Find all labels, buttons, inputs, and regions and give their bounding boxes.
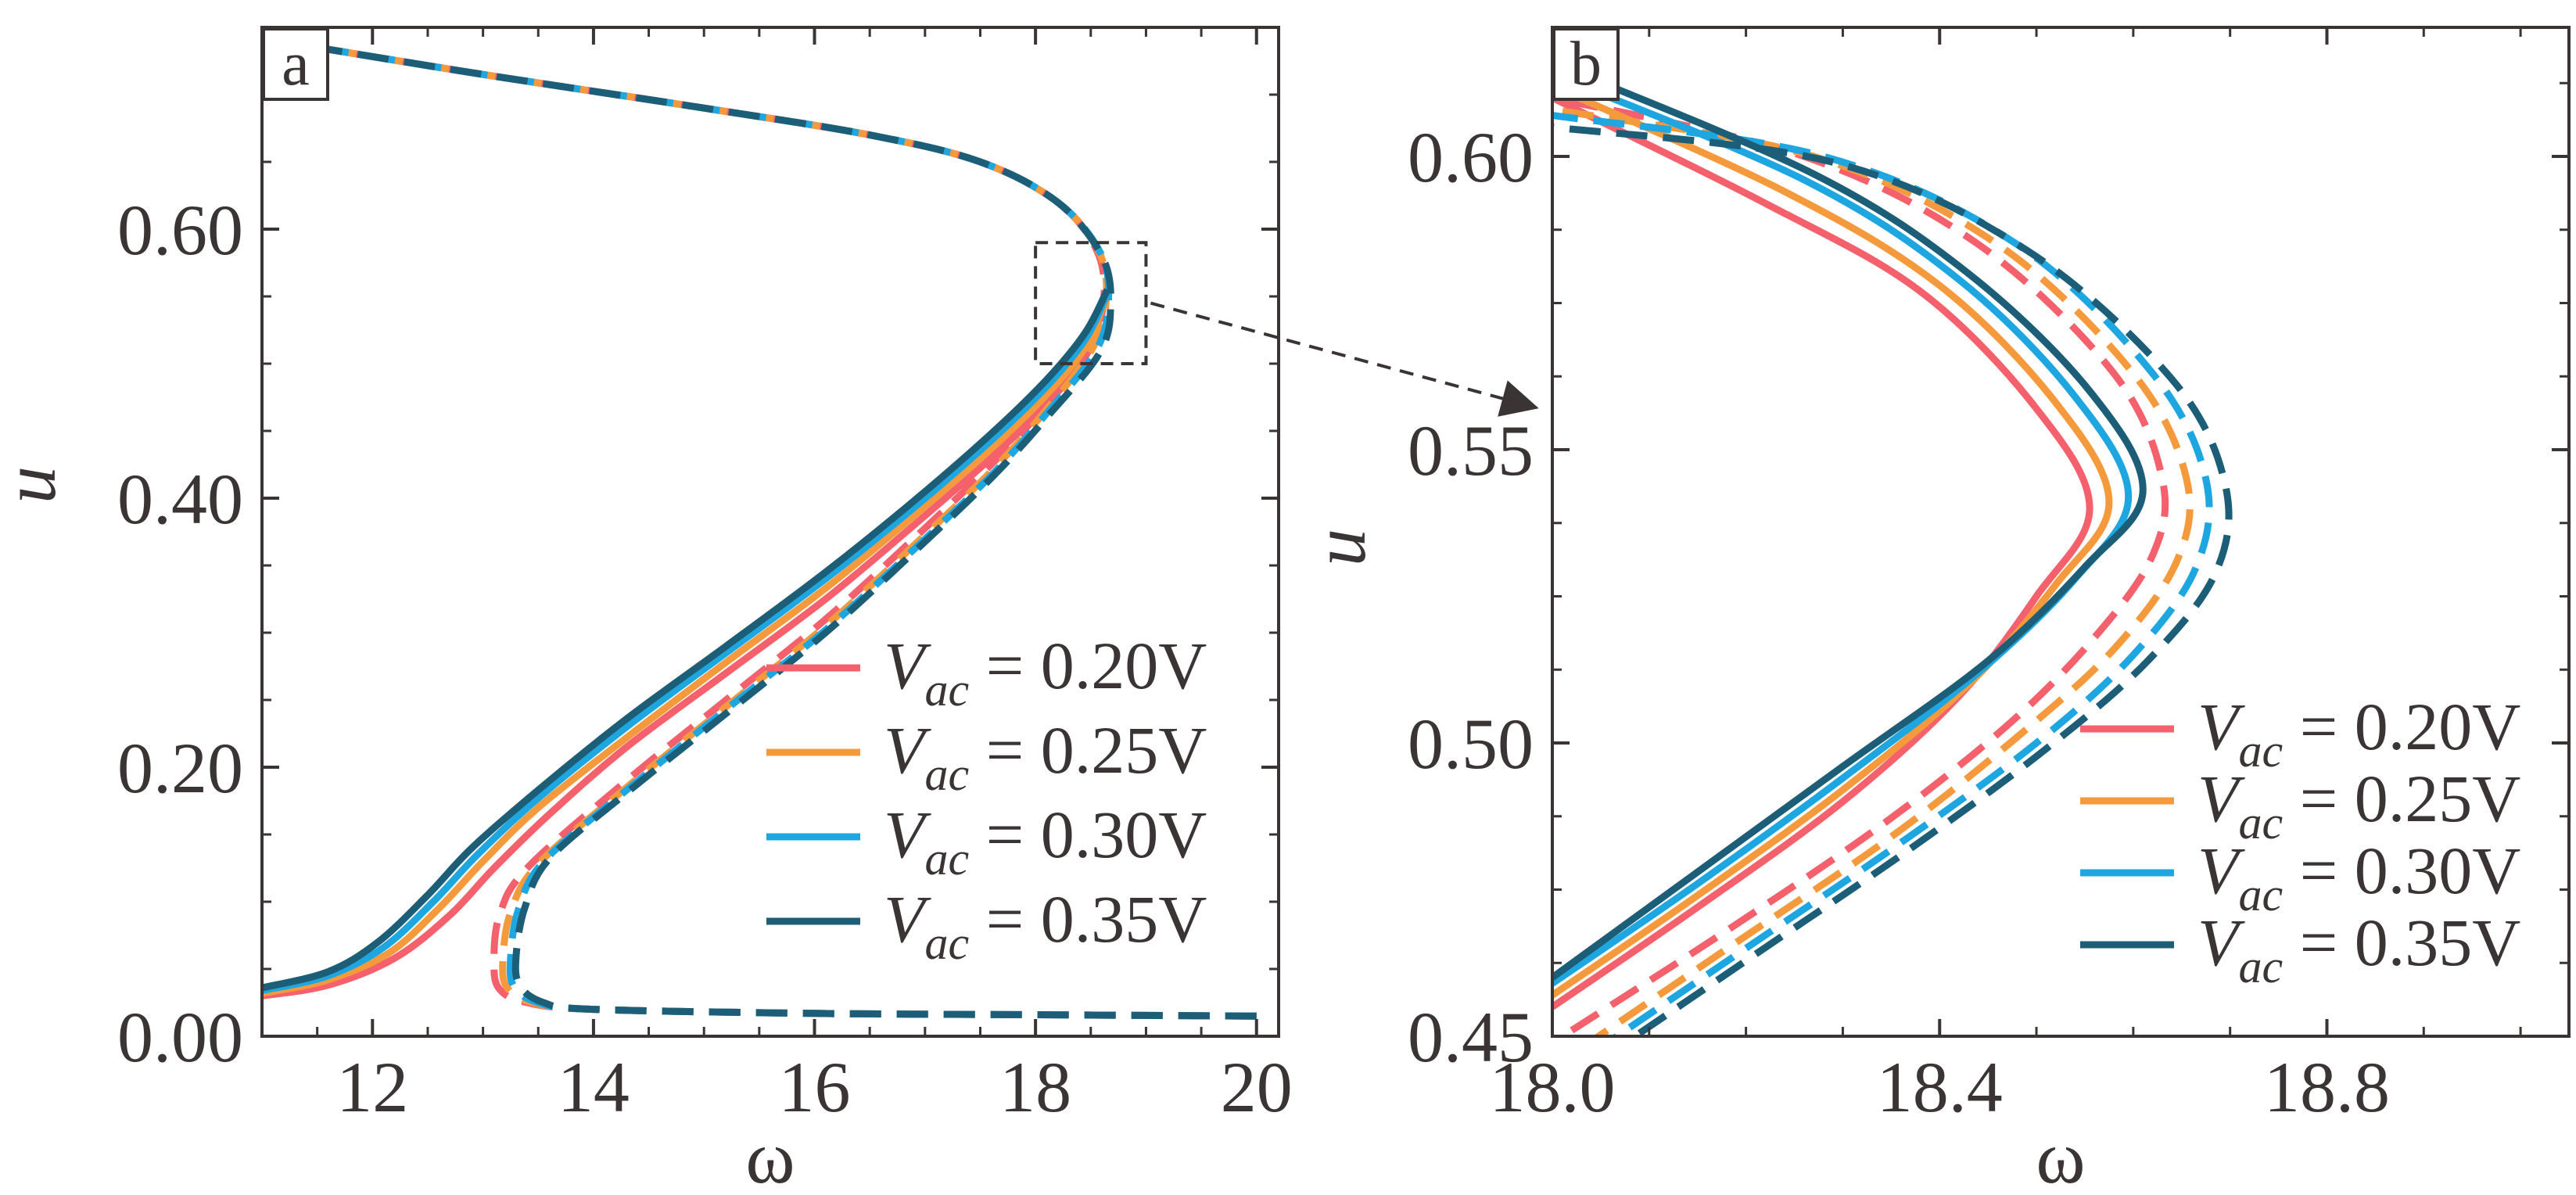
panel-a-zoom-box-group [1034, 241, 1148, 366]
panel-a-y-tick-label: 0.40 [117, 459, 243, 539]
panel-b-x-axis-title: ω [2036, 1115, 2085, 1195]
panel-a-x-tick-label: 14 [558, 1047, 630, 1127]
panel-b-tag: b [1570, 30, 1602, 99]
panel-a-x-tick-label: 18 [999, 1047, 1071, 1127]
panel-a-x-axis-title: ω [745, 1115, 795, 1195]
panel-b-series-3-solid [1552, 70, 2133, 987]
panel-b-x-tick-label: 18.8 [2264, 1047, 2390, 1127]
panel-a-legend-label-4: Vac = 0.35V [884, 881, 1207, 969]
panel-a-frame [260, 26, 1280, 1038]
panel-b-y-axis-title: u [1297, 529, 1381, 566]
panel-a-legend-label-1: Vac = 0.20V [884, 628, 1207, 716]
panel-a-series-2-dashed [316, 44, 1257, 1020]
panel-b-legend-label-2: Vac = 0.25V [2197, 761, 2520, 849]
panel-a-series-4-dashed [316, 44, 1257, 1020]
panel-a-x-tick-label: 20 [1221, 1047, 1293, 1127]
panel-a-y-axis-title: u [0, 466, 71, 504]
panel-b-x-tick-label: 18.0 [1490, 1047, 1616, 1127]
panel-b-series-4-solid [1552, 59, 2147, 981]
panel-b-y-tick-label: 0.45 [1408, 997, 1534, 1077]
panel-b-y-tick-label: 0.60 [1408, 117, 1534, 197]
panel-b-legend-label-3: Vac = 0.30V [2197, 833, 2520, 920]
panel-a-legend-label-2: Vac = 0.25V [884, 712, 1207, 800]
panel-a-series-2-solid [262, 301, 1107, 997]
panel-a-series [262, 44, 1257, 1020]
panel-b-series-2-solid [1552, 82, 2113, 999]
panel-a-y-tick-label: 0.20 [117, 728, 243, 808]
zoom-arrow [1150, 301, 1539, 417]
panel-b-frame [1551, 26, 2571, 1038]
panel-b-series-4-dashed [1552, 124, 2233, 1036]
panel-b-series-1-dashed [1552, 94, 2169, 1034]
panel-b-series-3-dashed [1552, 112, 2213, 1036]
panel-a-ticks: 12 14 16 18 20 0.00 0.20 0.40 0.60 [117, 27, 1293, 1127]
panel-b-tag-box [1552, 27, 1620, 101]
panel-a-x-tick-label: 16 [779, 1047, 851, 1127]
panel-b-series-2-dashed [1552, 106, 2194, 1036]
panel-a-x-tick-label: 12 [336, 1047, 408, 1127]
panel-a: 12 14 16 18 20 0.00 0.20 0.40 0.60 a ω u Vac = 0… [0, 26, 1293, 1195]
panel-b-legend-label-1: Vac = 0.20V [2197, 689, 2520, 777]
panel-a-tag: a [282, 30, 310, 99]
panel-b-series-1-solid [1552, 94, 2093, 1010]
panel-b-series [1552, 59, 2233, 1036]
panel-a-legend-label-3: Vac = 0.30V [884, 797, 1207, 885]
panel-b-y-tick-label: 0.50 [1408, 704, 1534, 784]
panel-b-x-tick-label: 18.4 [1877, 1047, 2003, 1127]
panel-b: 18.0 18.4 18.8 0.45 0.50 0.55 0.60 b ω u Vac =… [1297, 26, 2571, 1195]
panel-a-tag-box [262, 27, 329, 101]
panel-a-series-3-solid [262, 295, 1110, 994]
panel-b-y-tick-label: 0.55 [1408, 411, 1534, 490]
panel-a-series-4-solid [262, 288, 1111, 992]
panel-a-y-tick-label: 0.60 [117, 190, 243, 270]
panel-b-legend-label-4: Vac = 0.35V [2197, 905, 2520, 992]
panel-a-y-tick-label: 0.00 [117, 997, 243, 1077]
zoom-box [1034, 241, 1148, 366]
